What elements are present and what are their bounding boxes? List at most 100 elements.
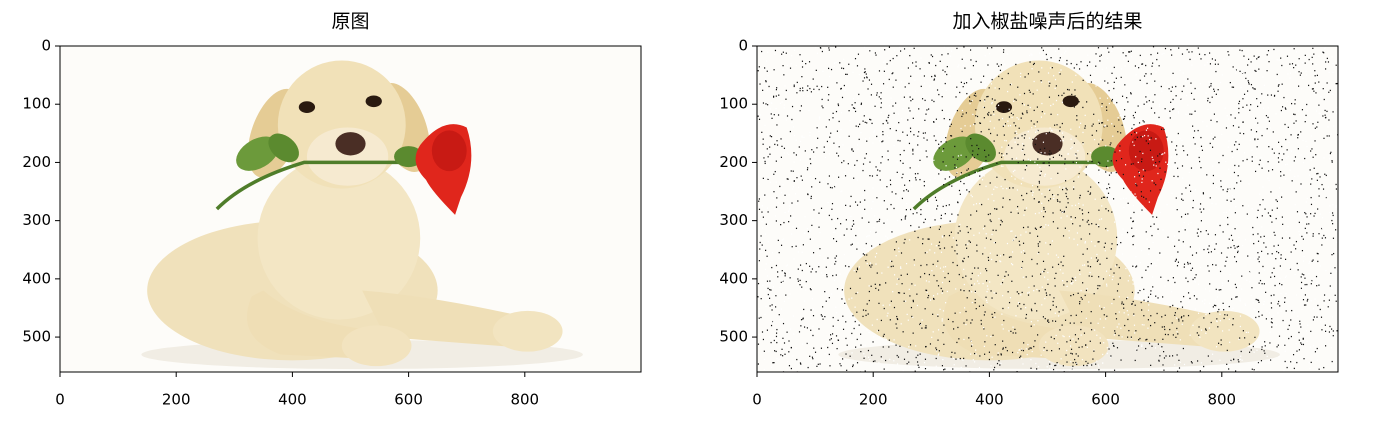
- pepper-noise: [1069, 339, 1071, 341]
- pepper-noise: [1002, 340, 1004, 342]
- pepper-noise: [773, 96, 775, 98]
- pepper-noise: [928, 62, 930, 64]
- salt-noise: [1323, 47, 1326, 50]
- salt-noise: [971, 291, 973, 293]
- salt-noise: [851, 239, 853, 241]
- pepper-noise: [908, 107, 910, 109]
- pepper-noise: [1021, 349, 1023, 351]
- pepper-noise: [784, 275, 786, 277]
- pepper-noise: [1220, 252, 1223, 254]
- salt-noise: [881, 187, 883, 189]
- salt-noise: [840, 112, 843, 114]
- pepper-noise: [806, 89, 808, 92]
- salt-noise: [1127, 314, 1129, 316]
- pepper-noise: [1187, 280, 1189, 283]
- pepper-noise: [1003, 49, 1005, 51]
- pepper-noise: [860, 350, 862, 353]
- pepper-noise: [1187, 263, 1189, 265]
- pepper-noise: [1007, 144, 1010, 146]
- salt-noise: [935, 350, 938, 352]
- pepper-noise: [758, 208, 761, 210]
- pepper-noise: [1207, 233, 1209, 235]
- pepper-noise: [1028, 89, 1030, 91]
- pepper-noise: [855, 125, 857, 127]
- pepper-noise: [1105, 165, 1108, 168]
- pepper-noise: [1135, 266, 1137, 268]
- pepper-noise: [970, 278, 972, 280]
- salt-noise: [1240, 86, 1242, 89]
- pepper-noise: [1143, 196, 1145, 198]
- pepper-noise: [1194, 143, 1196, 145]
- salt-noise: [1211, 176, 1213, 179]
- pepper-noise: [1318, 104, 1320, 106]
- pepper-noise: [807, 230, 810, 233]
- pepper-noise: [979, 169, 981, 172]
- salt-noise: [993, 241, 995, 244]
- rose-petal: [431, 130, 467, 172]
- pepper-noise: [1180, 216, 1183, 218]
- pepper-noise: [837, 319, 839, 321]
- pepper-noise: [1134, 139, 1136, 141]
- salt-noise: [943, 266, 945, 268]
- pepper-noise: [1061, 188, 1064, 191]
- pepper-noise: [868, 221, 870, 223]
- salt-noise: [857, 148, 859, 150]
- pepper-noise: [958, 225, 960, 228]
- salt-noise: [1233, 230, 1235, 232]
- pepper-noise: [945, 204, 947, 207]
- salt-noise: [1306, 340, 1308, 342]
- pepper-noise: [853, 223, 855, 225]
- salt-noise: [908, 346, 910, 348]
- salt-noise: [1096, 253, 1098, 256]
- pepper-noise: [1130, 93, 1132, 95]
- salt-noise: [839, 235, 841, 237]
- pepper-noise: [1286, 55, 1289, 57]
- salt-noise: [865, 138, 867, 140]
- pepper-noise: [1198, 334, 1200, 336]
- pepper-noise: [1230, 200, 1232, 202]
- pepper-noise: [1140, 136, 1142, 138]
- pepper-noise: [983, 75, 985, 77]
- salt-noise: [1280, 310, 1282, 312]
- salt-noise: [1199, 82, 1201, 85]
- pepper-noise: [1317, 172, 1319, 175]
- pepper-noise: [1233, 245, 1235, 247]
- pepper-noise: [962, 260, 964, 263]
- salt-noise: [1136, 132, 1138, 134]
- pepper-noise: [832, 316, 834, 319]
- pepper-noise: [1098, 161, 1100, 163]
- pepper-noise: [827, 99, 829, 101]
- pepper-noise: [1047, 320, 1049, 322]
- salt-noise: [1103, 342, 1105, 344]
- pepper-noise: [851, 225, 853, 227]
- salt-noise: [1302, 161, 1305, 164]
- pepper-noise: [1234, 117, 1236, 119]
- salt-noise: [908, 47, 911, 50]
- pepper-noise: [980, 323, 982, 325]
- pepper-noise: [1005, 271, 1007, 273]
- pepper-noise: [1308, 84, 1310, 87]
- pepper-noise: [1111, 211, 1113, 213]
- salt-noise: [862, 194, 864, 196]
- pepper-noise: [1191, 254, 1194, 256]
- pepper-noise: [903, 300, 905, 302]
- pepper-noise: [957, 232, 959, 234]
- pepper-noise: [1289, 268, 1292, 270]
- salt-noise: [784, 85, 786, 87]
- salt-noise: [1172, 240, 1174, 242]
- pepper-noise: [1135, 183, 1137, 185]
- pepper-noise: [1273, 48, 1275, 51]
- pepper-noise: [1078, 346, 1080, 349]
- pepper-noise: [818, 266, 820, 268]
- pepper-noise: [1334, 267, 1336, 269]
- salt-noise: [940, 68, 942, 70]
- salt-noise: [1075, 74, 1077, 76]
- salt-noise: [1233, 259, 1235, 261]
- salt-noise: [1162, 153, 1164, 155]
- salt-noise: [1130, 337, 1133, 339]
- pepper-noise: [840, 223, 842, 225]
- salt-noise: [1283, 106, 1285, 109]
- salt-noise: [1152, 287, 1154, 289]
- pepper-noise: [1283, 96, 1285, 99]
